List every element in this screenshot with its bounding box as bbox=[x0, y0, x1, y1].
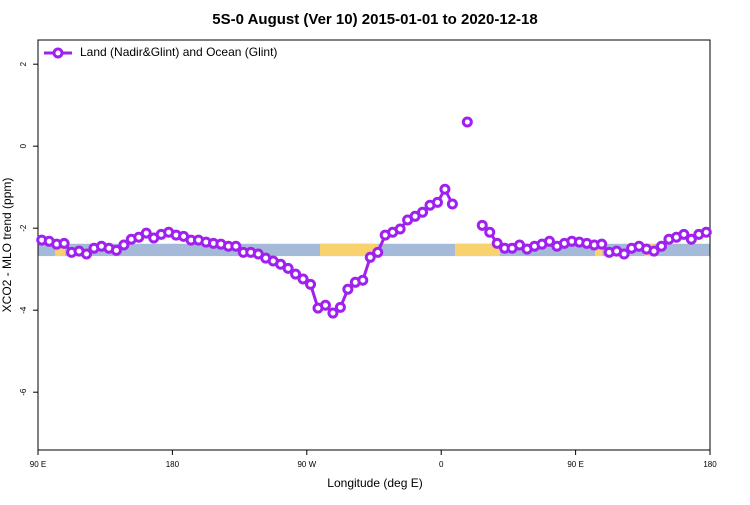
data-point bbox=[476, 219, 488, 231]
data-point bbox=[461, 116, 473, 128]
y-axis-label: XCO2 - MLO trend (ppm) bbox=[0, 178, 14, 313]
data-point bbox=[118, 239, 130, 251]
data-point bbox=[431, 196, 443, 208]
data-point bbox=[81, 248, 93, 260]
x-tick-label: 90 E bbox=[567, 460, 583, 469]
data-point bbox=[700, 226, 712, 238]
x-tick-label: 90 E bbox=[30, 460, 46, 469]
x-tick-label: 180 bbox=[703, 460, 717, 469]
y-tick-label: -4 bbox=[19, 306, 28, 314]
data-point bbox=[319, 299, 331, 311]
land-strip bbox=[595, 243, 603, 257]
data-point bbox=[618, 248, 630, 260]
data-point bbox=[334, 301, 346, 313]
data-point bbox=[655, 240, 667, 252]
data-point bbox=[230, 240, 242, 252]
data-point bbox=[327, 307, 339, 319]
data-point bbox=[282, 262, 294, 274]
y-tick-label: 2 bbox=[19, 61, 28, 66]
data-point bbox=[58, 237, 70, 249]
data-point bbox=[685, 233, 697, 245]
data-point bbox=[417, 206, 429, 218]
data-point bbox=[648, 245, 660, 257]
legend-marker bbox=[52, 47, 64, 59]
land-strip bbox=[454, 243, 501, 257]
data-point bbox=[543, 235, 555, 247]
data-point bbox=[297, 273, 309, 285]
x-tick-label: 180 bbox=[166, 460, 180, 469]
chart-title: 5S-0 August (Ver 10) 2015-01-01 to 2020-… bbox=[212, 11, 537, 28]
x-tick-label: 0 bbox=[439, 460, 444, 469]
land-strip bbox=[319, 243, 379, 257]
y-tick-label: 0 bbox=[19, 143, 28, 148]
data-point bbox=[357, 274, 369, 286]
y-tick-label: -2 bbox=[19, 224, 28, 232]
plot-frame bbox=[37, 39, 711, 451]
data-point bbox=[305, 278, 317, 290]
land-strip bbox=[55, 243, 66, 257]
data-point bbox=[439, 183, 451, 195]
y-tick-label: -6 bbox=[19, 388, 28, 396]
legend-label: Land (Nadir&Glint) and Ocean (Glint) bbox=[80, 45, 277, 59]
x-tick-label: 90 W bbox=[297, 460, 316, 469]
data-point bbox=[364, 251, 376, 263]
data-point bbox=[140, 227, 152, 239]
data-point bbox=[596, 238, 608, 250]
data-point bbox=[484, 226, 496, 238]
data-point bbox=[372, 246, 384, 258]
data-point bbox=[290, 268, 302, 280]
data-point bbox=[678, 228, 690, 240]
data-point bbox=[491, 237, 503, 249]
data-point bbox=[110, 244, 122, 256]
data-point bbox=[394, 223, 406, 235]
data-point bbox=[342, 283, 354, 295]
x-axis-label: Longitude (deg E) bbox=[327, 476, 422, 490]
data-point bbox=[446, 198, 458, 210]
